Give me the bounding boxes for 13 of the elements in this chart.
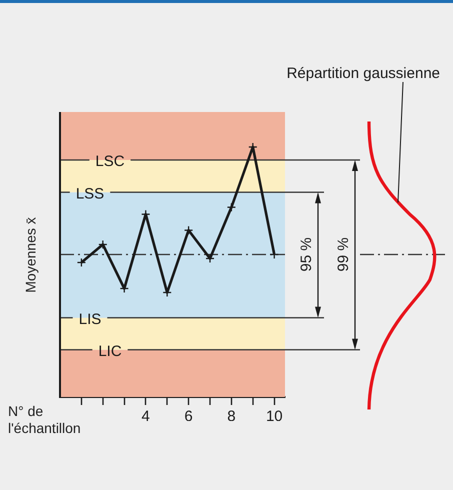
x-tick-label: 10: [266, 408, 283, 426]
ref-line-label: LSC: [95, 153, 125, 170]
x-tick-label: 8: [227, 408, 236, 426]
y-axis-title: Moyennes x̄: [22, 216, 38, 292]
ref-line-label: LIC: [98, 342, 122, 360]
ref-line-label: LIS: [78, 310, 102, 328]
text: Répartition gaussienne: [286, 65, 440, 82]
x-axis-title: N° de l'échantillon: [8, 403, 82, 437]
text: 99 %: [335, 237, 352, 272]
x-tick-label: 6: [184, 408, 193, 426]
text: 95 %: [298, 237, 315, 272]
ref-line-label: LSS: [76, 185, 104, 202]
x-tick-label: 4: [142, 408, 150, 426]
